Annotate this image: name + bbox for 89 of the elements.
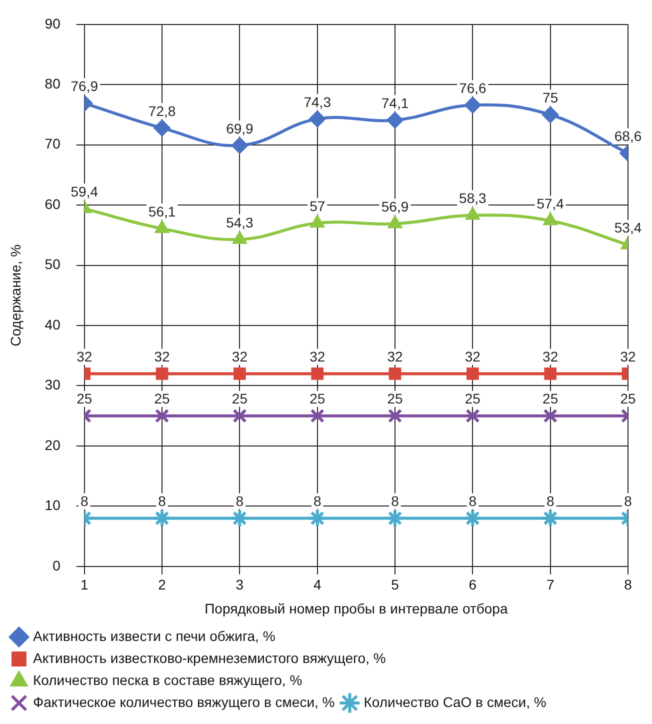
point [156,368,168,380]
point [232,408,247,423]
y-tick-label: 30 [44,376,61,393]
y-tick-label: 0 [52,557,61,574]
point [466,408,480,423]
data-label: 32 [542,348,558,365]
data-label: 56,1 [148,203,176,220]
data-label: 8 [468,493,477,510]
point [311,368,324,380]
data-label: 8 [546,493,554,510]
point [154,408,170,423]
data-label: 74,1 [381,95,409,112]
data-label: 32 [232,348,248,365]
data-label: 8 [391,493,400,510]
y-tick-label: 40 [44,316,61,332]
data-label: 57,4 [536,196,564,212]
data-label: 75 [542,90,558,106]
data-label: 76,9 [70,78,98,94]
data-label: 68,6 [614,128,642,144]
point [463,508,482,528]
data-label: 25 [76,390,92,407]
point [154,119,171,136]
data-label: 56,9 [381,198,409,215]
legend-label: Количество CaO в смеси, % [364,694,546,710]
legend-label: Активность извести с печи обжига, % [33,628,276,644]
point [308,508,327,528]
legend-label: Фактическое количество вяжущего в смеси, % [33,694,335,710]
y-tick-label: 60 [44,196,61,212]
point [234,368,246,380]
point [464,96,482,114]
data-label: 53,4 [614,220,642,236]
data-label: 76,6 [459,80,487,96]
data-label: 25 [620,390,636,407]
x-axis-title: Порядковый номер пробы в интервале отбора [204,600,508,616]
data-label: 25 [154,390,170,407]
data-label: 8 [313,493,322,510]
data-label: 59,4 [70,184,98,200]
x-tick-label: 7 [546,576,554,593]
x-tick-label: 2 [158,576,166,593]
point [152,508,172,528]
x-tick-label: 5 [391,576,400,593]
y-tick-label: 70 [44,136,61,152]
data-label: 25 [387,390,404,407]
data-label: 58,3 [459,190,487,206]
y-tick-label: 50 [44,256,61,272]
data-label: 8 [624,493,632,510]
data-label: 57 [310,198,326,214]
data-label: 54,3 [226,214,254,230]
data-label: 32 [154,348,170,365]
x-tick-label: 8 [624,576,632,593]
point [543,408,558,423]
point [386,112,404,129]
data-label: 69,9 [226,120,254,136]
y-tick-label: 20 [44,436,61,453]
legend-label: Количество песка в составе вяжущего, % [33,672,302,688]
x-tick-label: 6 [468,576,477,593]
y-axis-title: Содержание, % [7,244,24,346]
data-label: 25 [464,390,481,407]
point [388,368,402,380]
data-label: 8 [236,493,244,510]
point [231,136,248,154]
y-tick-label: 90 [44,15,61,32]
point [466,368,479,380]
point [388,408,402,423]
data-label: 8 [158,493,166,510]
y-tick-label: 80 [44,75,61,92]
data-label: 25 [310,390,326,407]
point [542,106,559,124]
data-label: 25 [542,390,558,407]
point [540,508,560,528]
data-label: 25 [232,390,248,407]
data-label: 32 [464,348,481,365]
data-label: 32 [387,348,404,365]
data-label: 32 [76,348,92,365]
point [308,110,326,128]
y-tick-label: 10 [44,497,61,514]
data-label: 72,8 [148,102,176,119]
point [230,508,250,528]
legend-label: Активность известково-кремнеземистого вяжущего, % [33,650,386,666]
data-label: 74,3 [304,94,332,110]
point [544,368,556,380]
data-label: 32 [620,348,636,365]
data-label: 32 [310,348,326,365]
x-tick-label: 4 [313,576,322,593]
point [310,408,325,423]
x-tick-label: 3 [236,576,244,593]
point [386,508,405,528]
x-tick-label: 1 [80,576,88,593]
data-label: 8 [80,493,88,510]
